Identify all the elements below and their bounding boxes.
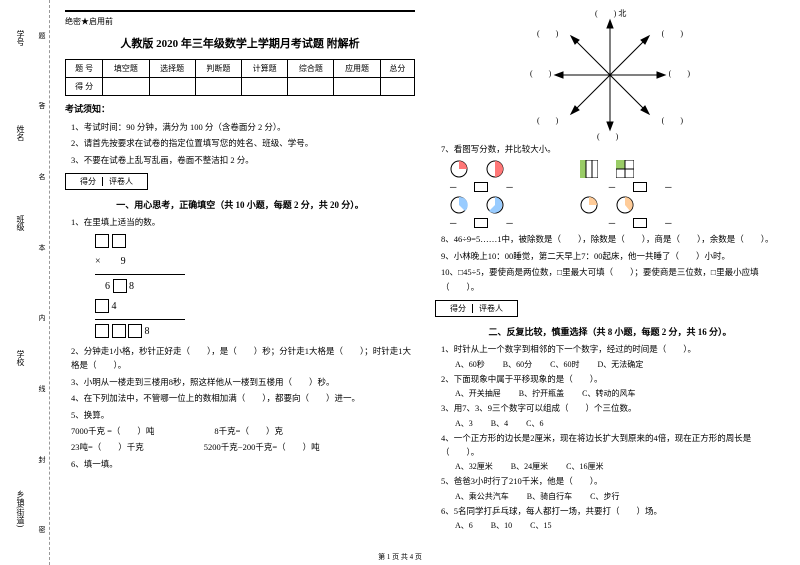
compass-diagram: ( ) 北 ( ) ( ) ( ) ( ) ( ) ( ) ( ) — [535, 10, 685, 140]
fraction-row — [450, 160, 785, 178]
s2q3-choices: A、3B、4C、6 — [455, 418, 785, 429]
q10: 10、□45÷5，要使商是两位数，□里最大可填（ ）；要使商是三位数，□里最小应… — [441, 265, 785, 294]
q3: 3、小明从一楼走到三楼用8秒，照这样他从一楼到五楼用（ ）秒。 — [71, 375, 415, 389]
q1: 1、在里填上适当的数。 — [71, 215, 415, 229]
section2-title: 二、反复比较，慎重选择（共 8 小题，每题 2 分，共 16 分）。 — [435, 325, 785, 338]
q5-row: 23吨=（ ）千克5200千克−200千克=（ ）吨 — [71, 440, 415, 454]
notice-item: 1、考试时间：90 分钟，满分为 100 分（含卷面分 2 分）。 — [71, 120, 415, 134]
q2: 2、分钟走1小格，秒针正好走（ ），是（ ）秒；分针走1大格是（ ）；时针走1大… — [71, 344, 415, 373]
q9: 9、小林晚上10：00睡觉，第二天早上7：00起床，他一共睡了（ ）小时。 — [441, 249, 785, 263]
q5-row: 7000千克 =（ ）吨8千克=（ ）克 — [71, 424, 415, 438]
q7: 7、看图写分数，并比较大小。 — [441, 142, 785, 156]
s2q4: 4、一个正方形的边长是2厘米，现在将边长扩大到原来的4倍，现在正方形的周长是（ … — [441, 431, 785, 460]
notice-item: 2、请首先按要求在试卷的指定位置填写您的姓名、班级、学号。 — [71, 136, 415, 150]
margin-label: 乡镇(街道) — [15, 490, 26, 527]
s2q3: 3、用7、3、9三个数字可以组成（ ）个三位数。 — [441, 401, 785, 415]
q8: 8、46÷9=5……1中，被除数是（ ），除数是（ ），商是（ ），余数是（ ）… — [441, 232, 785, 246]
math-multiply-problem: × 9 6 8 4 8 — [95, 232, 415, 342]
seal-line-text: 题答名本内线封密 — [37, 0, 47, 565]
s2q5-choices: A、乘公共汽车B、骑自行车C、步行 — [455, 491, 785, 502]
score-entry-box: 得分评卷人 — [65, 173, 148, 190]
margin-label: 姓名 — [15, 125, 26, 141]
s2q6-choices: A、6B、10C、15 — [455, 520, 785, 531]
q6: 6、填一填。 — [71, 457, 415, 471]
page-footer: 第 1 页 共 4 页 — [378, 552, 422, 562]
s2q5: 5、爸爸3小时行了210千米，他是（ ）。 — [441, 474, 785, 488]
confidential-label: 绝密★启用前 — [65, 16, 415, 27]
margin-label: 班级 — [15, 215, 26, 231]
margin-label: 学校 — [15, 350, 26, 366]
s2q6: 6、5名同学打乒乓球，每人都打一场，共要打（ ）场。 — [441, 504, 785, 518]
notice-item: 3、不要在试卷上乱写乱画，卷面不整洁扣 2 分。 — [71, 153, 415, 167]
exam-title: 人教版 2020 年三年级数学上学期月考试题 附解析 — [65, 35, 415, 51]
fraction-compare-row: ── ── — [450, 182, 785, 192]
notice-heading: 考试须知： — [65, 102, 415, 115]
s2q2-choices: A、开关抽屉B、拧开瓶盖C、转动的风车 — [455, 388, 785, 399]
s2q4-choices: A、32厘米B、24厘米C、16厘米 — [455, 461, 785, 472]
s2q1-choices: A、60秒B、60分C、60时D、无法确定 — [455, 359, 785, 370]
s2q1: 1、时针从上一个数字到相邻的下一个数字，经过的时间是（ ）。 — [441, 342, 785, 356]
q5: 5、换算。 — [71, 408, 415, 422]
fraction-row — [450, 196, 785, 214]
section1-title: 一、用心思考，正确填空（共 10 小题，每题 2 分，共 20 分）。 — [65, 198, 415, 211]
s2q2: 2、下面现象中属于平移现象的是（ ）。 — [441, 372, 785, 386]
fraction-compare-row: ── ── — [450, 218, 785, 228]
score-entry-box: 得分评卷人 — [435, 300, 518, 317]
score-table: 题 号填空题选择题判断题计算题综合题应用题总分 得 分 — [65, 59, 415, 96]
q4: 4、在下列加法中，不管哪一位上的数相加满（ ），都要向（ ）进一。 — [71, 391, 415, 405]
margin-label: 学号 — [15, 30, 26, 46]
